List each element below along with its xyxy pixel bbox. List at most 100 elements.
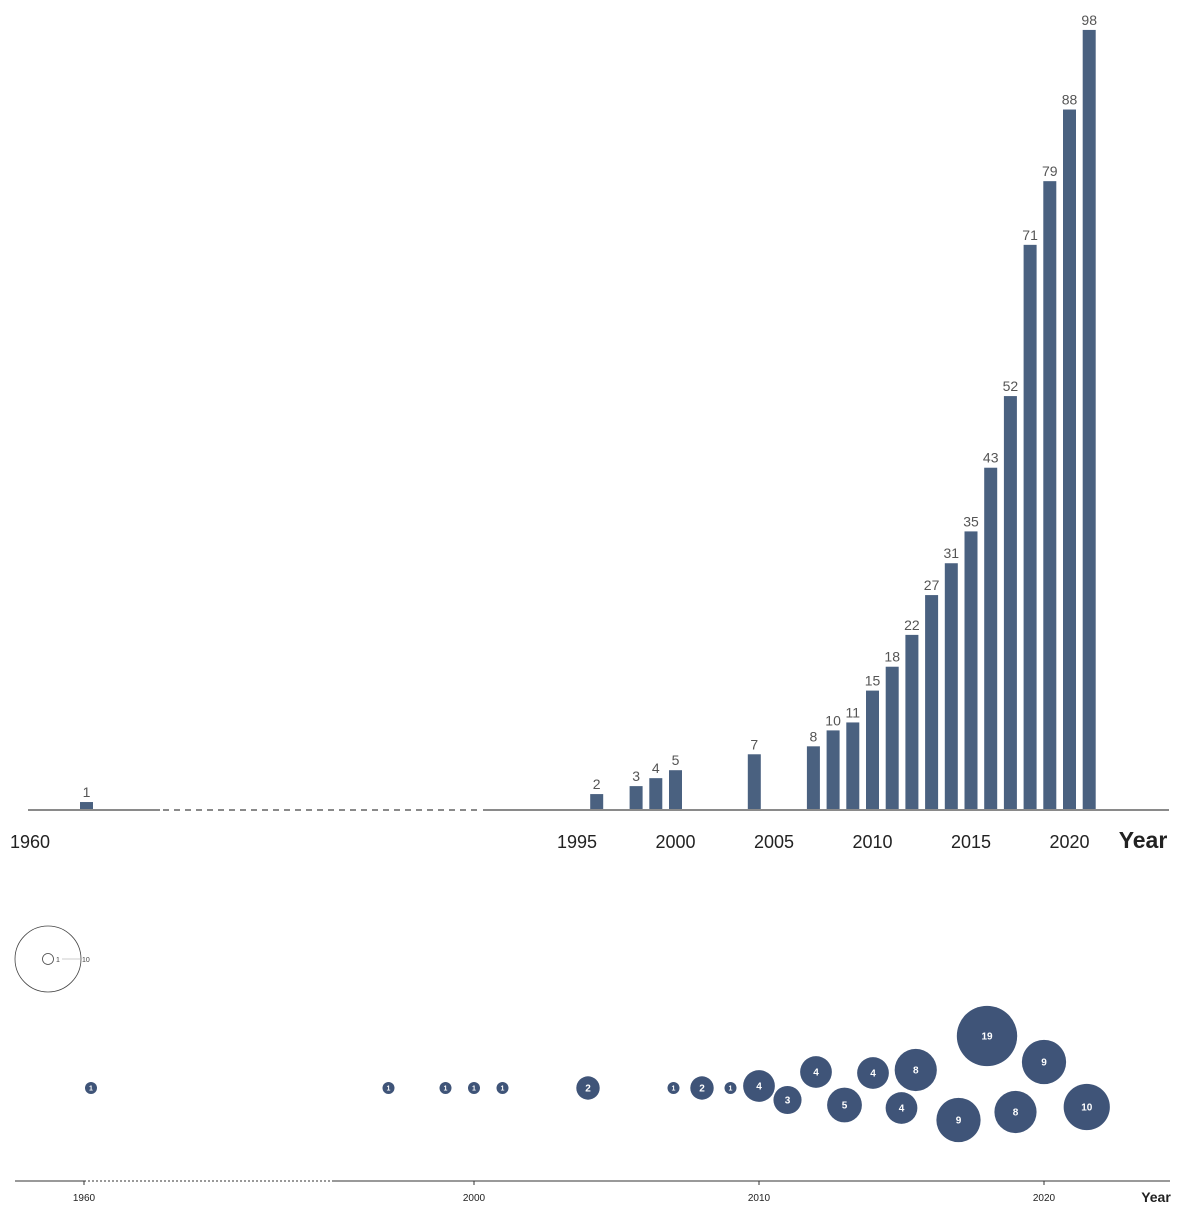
bar-value-label: 27	[924, 577, 940, 593]
bubble-x-axis-title: Year	[1141, 1189, 1171, 1205]
bar-x-axis-title: Year	[1119, 827, 1168, 853]
size-legend-small-circle	[42, 953, 54, 965]
bar	[80, 802, 93, 810]
bar	[944, 563, 958, 810]
bubble-value-label: 2	[699, 1084, 705, 1095]
bar	[866, 690, 879, 810]
size-legend: 1 10	[14, 925, 90, 993]
bar-value-label: 98	[1081, 12, 1097, 28]
bar	[669, 770, 682, 810]
bubble	[827, 1087, 862, 1123]
bubble	[667, 1082, 680, 1094]
bar-x-tick-label: 2010	[852, 832, 892, 852]
bubble	[1063, 1083, 1110, 1131]
bubble	[885, 1092, 918, 1124]
bar	[590, 794, 604, 810]
bubble	[773, 1085, 802, 1115]
bar-value-label: 43	[983, 450, 999, 466]
bubble-value-label: 8	[1013, 1108, 1019, 1119]
bar	[1003, 396, 1017, 810]
bar-value-label: 79	[1042, 163, 1058, 179]
size-legend-max-label: 10	[82, 957, 90, 964]
bubble-value-label: 9	[1041, 1058, 1047, 1069]
bubble-value-label: 1	[501, 1085, 505, 1092]
bubble-marks: 1 1 1 1 1 2 1 2 1 4 3 4 5 4 4 8 9 19 8 9 10	[85, 1005, 1110, 1143]
bar-value-label: 11	[846, 704, 861, 720]
bubble-value-label: 1	[672, 1085, 676, 1092]
bubble-value-label: 4	[813, 1068, 819, 1079]
bar-x-tick-label: 2005	[754, 832, 794, 852]
bubble-x-tick-label: 2000	[463, 1193, 486, 1204]
bubble-value-label: 4	[756, 1082, 762, 1093]
bubble-value-label: 1	[729, 1085, 733, 1092]
bar-value-label: 7	[750, 736, 758, 752]
bar-value-label: 71	[1022, 227, 1038, 243]
bubble-value-label: 1	[89, 1085, 93, 1092]
bubble	[690, 1076, 714, 1100]
bubble-value-label: 1	[444, 1085, 448, 1092]
bubble	[936, 1097, 981, 1143]
bubble	[1021, 1039, 1067, 1085]
bubble	[956, 1005, 1018, 1067]
bar-value-label: 4	[652, 760, 660, 776]
bubble-x-tick-label: 2010	[748, 1193, 771, 1204]
bubble-value-label: 4	[870, 1069, 876, 1080]
bar-value-label: 31	[944, 545, 960, 561]
bubble	[576, 1076, 600, 1100]
bubble-value-label: 1	[472, 1085, 476, 1092]
bar	[806, 746, 820, 810]
bubble-x-tick-label: 1960	[73, 1193, 96, 1204]
bubble	[468, 1082, 480, 1094]
bar-x-tick-label: 2000	[655, 832, 695, 852]
bubble-chart: 1 10 1 1 1 1 1 2 1 2 1 4 3 4 5 4 4 8 9 19 8 9 10 1960 2000 201…	[14, 925, 1171, 1205]
bar	[964, 531, 978, 810]
bubble-value-label: 1	[387, 1085, 391, 1092]
bar-value-label: 5	[672, 752, 680, 768]
bar	[905, 634, 919, 810]
bar-value-label: 22	[904, 617, 920, 633]
bar-x-axis: 1960 1995 2000 2005 2010 2015 2020	[10, 809, 1169, 852]
bubble	[800, 1056, 832, 1088]
bar-value-label: 2	[593, 776, 601, 792]
bubble	[743, 1070, 775, 1102]
bubble-value-label: 19	[981, 1032, 993, 1043]
bar-value-label: 3	[632, 768, 640, 784]
bar	[629, 786, 643, 810]
bar	[925, 595, 939, 810]
bubble-value-label: 9	[956, 1116, 962, 1127]
bubble	[857, 1057, 889, 1089]
bar-x-tick-label: 1960	[10, 832, 50, 852]
bubble-value-label: 10	[1081, 1103, 1093, 1114]
bar-x-tick-label: 2015	[951, 832, 991, 852]
bar-x-tick-label: 2020	[1049, 832, 1089, 852]
bar	[1063, 109, 1076, 810]
bar	[846, 722, 860, 810]
bubble-x-tick-label: 2020	[1033, 1193, 1056, 1204]
bubble-value-label: 4	[899, 1104, 905, 1115]
bar	[649, 778, 663, 810]
bubble-value-label: 8	[913, 1066, 919, 1077]
bar	[1082, 29, 1096, 811]
bubble-value-label: 2	[585, 1084, 591, 1095]
bar-value-label: 8	[810, 728, 818, 744]
bubble	[439, 1082, 452, 1094]
bubble-value-label: 5	[842, 1101, 848, 1112]
bar-value-label: 35	[963, 513, 979, 529]
bubble	[724, 1082, 737, 1094]
bubble	[994, 1090, 1037, 1134]
bar-value-label: 15	[865, 673, 881, 689]
bar-value-label: 88	[1062, 92, 1078, 108]
bubble-x-axis: 1960 2000 2010 2020	[15, 1180, 1170, 1204]
bar-value-label: 1	[83, 784, 91, 800]
bar-value-label: 18	[884, 649, 900, 665]
bar	[1043, 181, 1057, 810]
bubble	[85, 1082, 97, 1094]
bar	[885, 666, 899, 810]
size-legend-large-circle	[14, 925, 82, 993]
bubble	[894, 1048, 937, 1092]
bar-value-label: 10	[825, 712, 841, 728]
bar-value-label: 52	[1003, 378, 1019, 394]
bar	[747, 754, 761, 810]
bar	[826, 730, 840, 810]
